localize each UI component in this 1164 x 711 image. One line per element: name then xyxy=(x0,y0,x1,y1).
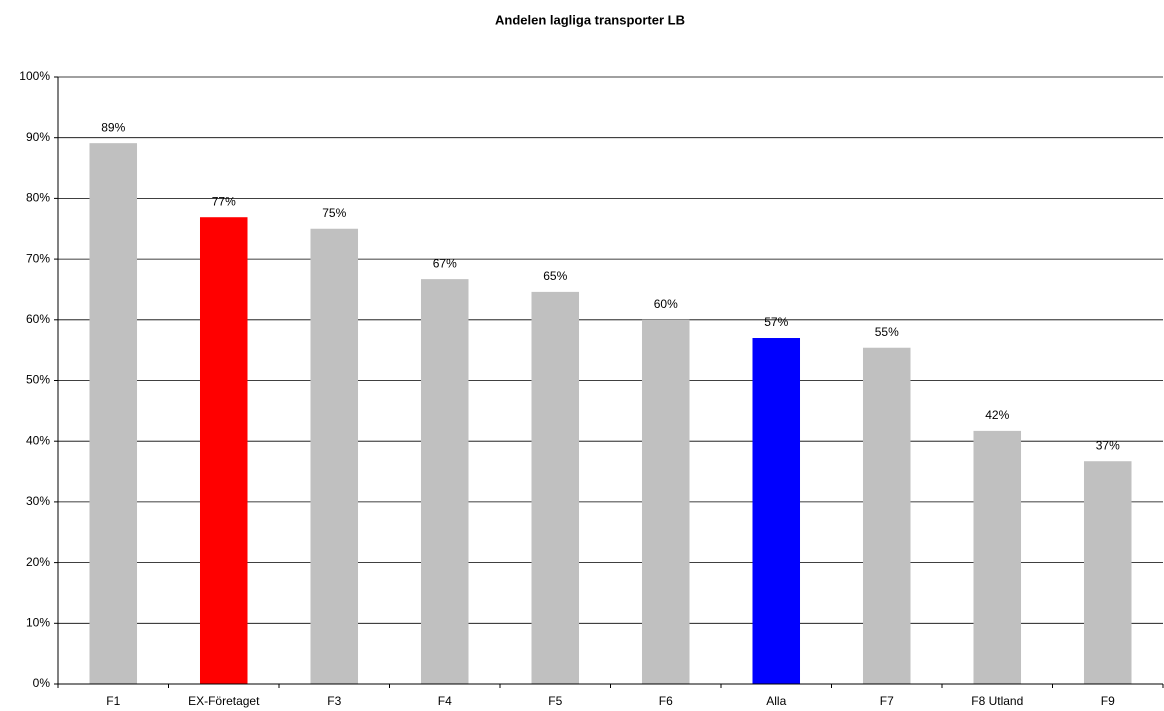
x-tick-label: Alla xyxy=(766,694,786,708)
value-label: 60% xyxy=(654,297,678,311)
x-tick-label: EX-Företaget xyxy=(188,694,260,708)
y-tick-label: 20% xyxy=(26,555,50,569)
x-tick-label: F8 Utland xyxy=(971,694,1023,708)
bar xyxy=(1083,461,1132,684)
x-tick-label: F3 xyxy=(327,694,341,708)
y-tick-label: 90% xyxy=(26,130,50,144)
y-tick-label: 50% xyxy=(26,373,50,387)
x-tick-label: F4 xyxy=(438,694,452,708)
y-tick-label: 80% xyxy=(26,191,50,205)
chart-title: Andelen lagliga transporter LB xyxy=(495,12,685,27)
bar xyxy=(310,228,359,684)
value-label: 89% xyxy=(101,120,125,134)
value-label: 65% xyxy=(543,269,567,283)
bar xyxy=(752,338,801,684)
value-label: 57% xyxy=(764,315,788,329)
bar xyxy=(199,217,248,685)
y-tick-label: 60% xyxy=(26,312,50,326)
value-label: 37% xyxy=(1096,438,1120,452)
y-tick-label: 40% xyxy=(26,433,50,447)
y-tick-label: 30% xyxy=(26,494,50,508)
y-tick-label: 70% xyxy=(26,251,50,265)
y-tick-label: 100% xyxy=(19,69,50,83)
value-label: 55% xyxy=(875,325,899,339)
value-label: 75% xyxy=(322,206,346,220)
value-label: 77% xyxy=(212,194,236,208)
bar xyxy=(973,430,1022,684)
bar xyxy=(531,291,580,684)
bar xyxy=(641,319,690,684)
bar xyxy=(420,279,469,684)
y-tick-label: 10% xyxy=(26,615,50,629)
bar xyxy=(862,347,911,684)
bar xyxy=(89,143,138,685)
x-tick-label: F6 xyxy=(659,694,673,708)
x-tick-label: F7 xyxy=(880,694,894,708)
x-tick-label: F9 xyxy=(1101,694,1115,708)
value-label: 67% xyxy=(433,256,457,270)
x-tick-label: F5 xyxy=(548,694,562,708)
x-tick-label: F1 xyxy=(106,694,120,708)
y-tick-label: 0% xyxy=(33,676,51,690)
value-label: 42% xyxy=(985,408,1009,422)
